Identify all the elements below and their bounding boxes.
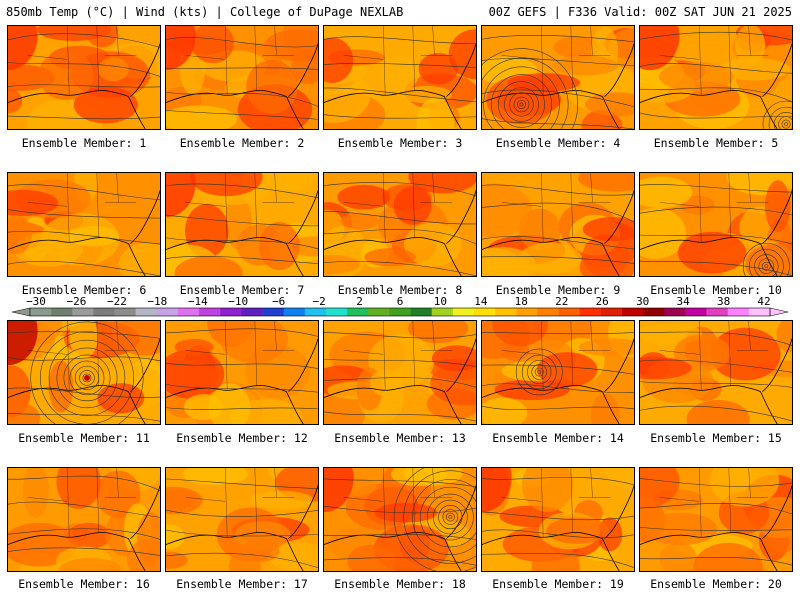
colorbar-swatch <box>643 308 665 316</box>
ensemble-member-18-caption: Ensemble Member: 18 <box>334 577 466 591</box>
ensemble-member-14-caption: Ensemble Member: 14 <box>492 431 624 445</box>
ensemble-member-20-map <box>639 467 793 572</box>
ensemble-member-17-caption: Ensemble Member: 17 <box>176 577 308 591</box>
colorbar-swatch <box>622 308 644 316</box>
colorbar-tick-label: 10 <box>434 296 447 308</box>
colorbar-tick-label: −14 <box>188 296 208 308</box>
colorbar-swatch <box>262 308 285 316</box>
ensemble-member-9-caption: Ensemble Member: 9 <box>495 283 621 297</box>
ensemble-member-15-map <box>639 320 793 425</box>
colorbar-tick-label: 22 <box>555 296 568 308</box>
run-valid-time: 00Z GEFS | F336 Valid: 00Z SAT JUN 21 20… <box>488 5 792 19</box>
colorbar-swatch <box>410 308 433 316</box>
chart-title: 850mb Temp (°C) | Wind (kts) | College o… <box>6 5 404 19</box>
colorbar-tick-label: 2 <box>356 296 363 308</box>
ensemble-member-4-caption: Ensemble Member: 4 <box>495 136 621 150</box>
temperature-colorbar: −30 −26 −22 −18 −14 −10 −6 −2 2 6 10 14 18 22 26 30 34 38… <box>11 296 789 317</box>
ensemble-member-4-map <box>481 25 635 130</box>
ensemble-member-2-caption: Ensemble Member: 2 <box>179 136 305 150</box>
colorbar-tick-label: −18 <box>147 296 167 308</box>
colorbar-min-arrow <box>11 307 31 317</box>
colorbar-swatch <box>537 308 559 316</box>
colorbar-tick-label: 6 <box>397 296 404 308</box>
colorbar-swatch <box>664 308 686 316</box>
ensemble-member-5-map <box>639 25 793 130</box>
colorbar-swatch <box>368 308 390 316</box>
ensemble-member-10-caption: Ensemble Member: 10 <box>650 283 782 297</box>
colorbar-tick-label: 14 <box>474 296 488 308</box>
colorbar-swatch <box>220 308 242 316</box>
ensemble-member-12-map <box>165 320 319 425</box>
colorbar-tick-label: −10 <box>228 296 248 308</box>
colorbar-swatch <box>474 308 496 316</box>
colorbar-swatch <box>706 308 729 316</box>
colorbar-max-arrow <box>769 307 789 317</box>
colorbar-swatch <box>748 308 771 316</box>
colorbar-swatch <box>304 308 327 316</box>
ensemble-member-15-caption: Ensemble Member: 15 <box>650 431 782 445</box>
colorbar-swatch <box>452 308 475 316</box>
ensemble-member-9-map <box>481 172 635 277</box>
colorbar-swatch <box>93 308 115 316</box>
colorbar-swatch <box>156 308 179 316</box>
ensemble-member-3-map <box>323 25 477 130</box>
colorbar-swatch <box>283 308 306 316</box>
colorbar-tick-label: 26 <box>596 296 609 308</box>
colorbar-swatch <box>178 308 200 316</box>
ensemble-member-1-map <box>7 25 161 130</box>
colorbar-tick-label: 34 <box>676 296 690 308</box>
colorbar-swatch <box>600 308 623 316</box>
ensemble-member-20-caption: Ensemble Member: 20 <box>650 577 782 591</box>
colorbar-swatch <box>114 308 137 316</box>
colorbar-swatch <box>685 308 707 316</box>
colorbar-swatch <box>241 308 263 316</box>
colorbar-tick-label: 38 <box>717 296 730 308</box>
ensemble-member-8-caption: Ensemble Member: 8 <box>337 283 463 297</box>
colorbar-swatch <box>30 308 52 316</box>
colorbar-swatch <box>51 308 73 316</box>
colorbar-swatch <box>135 308 158 316</box>
colorbar-tick-label: −30 <box>26 296 46 308</box>
ensemble-member-7-map <box>165 172 319 277</box>
colorbar-swatch <box>431 308 454 316</box>
ensemble-member-17-map <box>165 467 319 572</box>
colorbar-tick-label: 30 <box>636 296 649 308</box>
colorbar-swatch <box>727 308 750 316</box>
ensemble-member-11-caption: Ensemble Member: 11 <box>18 431 150 445</box>
ensemble-member-19-map <box>481 467 635 572</box>
ensemble-member-6-map <box>7 172 161 277</box>
colorbar-tick-label: −6 <box>272 296 285 308</box>
ensemble-member-13-map <box>323 320 477 425</box>
colorbar-tick-label: −26 <box>66 296 86 308</box>
colorbar-swatch <box>347 308 369 316</box>
ensemble-member-3-caption: Ensemble Member: 3 <box>337 136 463 150</box>
colorbar-swatch <box>199 308 221 316</box>
ensemble-member-6-caption: Ensemble Member: 6 <box>21 283 147 297</box>
ensemble-member-14-map <box>481 320 635 425</box>
ensemble-member-19-caption: Ensemble Member: 19 <box>492 577 624 591</box>
ensemble-member-2-map <box>165 25 319 130</box>
colorbar-swatch <box>579 308 602 316</box>
colorbar-tick-label: 18 <box>515 296 528 308</box>
colorbar-swatch <box>72 308 94 316</box>
colorbar-swatch <box>326 308 348 316</box>
ensemble-member-11-map <box>7 320 161 425</box>
ensemble-member-7-caption: Ensemble Member: 7 <box>179 283 305 297</box>
colorbar-tick-label: 42 <box>757 296 770 308</box>
colorbar-tick-label: −22 <box>107 296 127 308</box>
colorbar-swatch <box>389 308 411 316</box>
colorbar-swatch <box>558 308 581 316</box>
ensemble-member-12-caption: Ensemble Member: 12 <box>176 431 308 445</box>
ensemble-member-10-map <box>639 172 793 277</box>
ensemble-member-8-map <box>323 172 477 277</box>
colorbar-swatch <box>516 308 538 316</box>
ensemble-member-5-caption: Ensemble Member: 5 <box>653 136 779 150</box>
ensemble-member-18-map <box>323 467 477 572</box>
ensemble-member-16-map <box>7 467 161 572</box>
ensemble-member-13-caption: Ensemble Member: 13 <box>334 431 466 445</box>
ensemble-member-1-caption: Ensemble Member: 1 <box>21 136 147 150</box>
ensemble-member-16-caption: Ensemble Member: 16 <box>18 577 150 591</box>
colorbar-tick-label: −2 <box>312 296 325 308</box>
colorbar-swatch <box>495 308 517 316</box>
